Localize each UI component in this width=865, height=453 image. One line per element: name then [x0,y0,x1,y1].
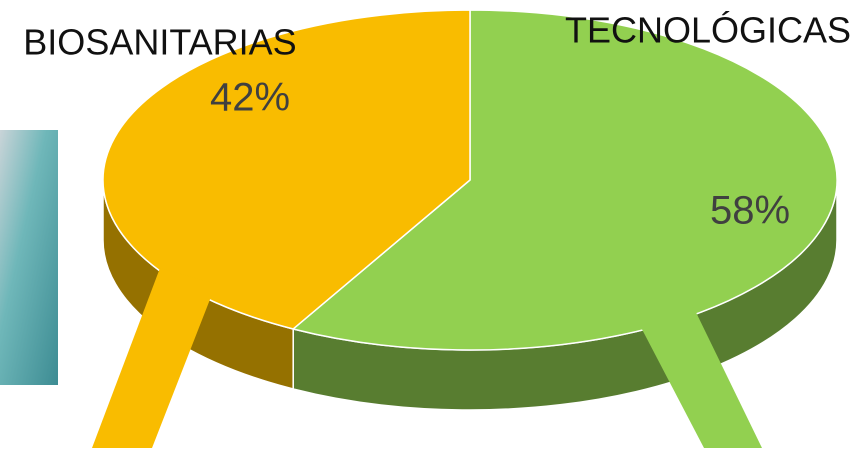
category-label: BIOSANITARIAS [23,22,296,63]
category-label: TECNOLÓGICAS [565,10,851,51]
value-label: 58% [710,189,790,233]
slice [291,9,838,351]
callout-bar [634,300,762,448]
labels: BIOSANITARIAS 42% TECNOLÓGICAS 58% [23,10,851,233]
value-label: 42% [210,76,290,120]
callout-bar [92,268,216,448]
photo [0,130,58,385]
